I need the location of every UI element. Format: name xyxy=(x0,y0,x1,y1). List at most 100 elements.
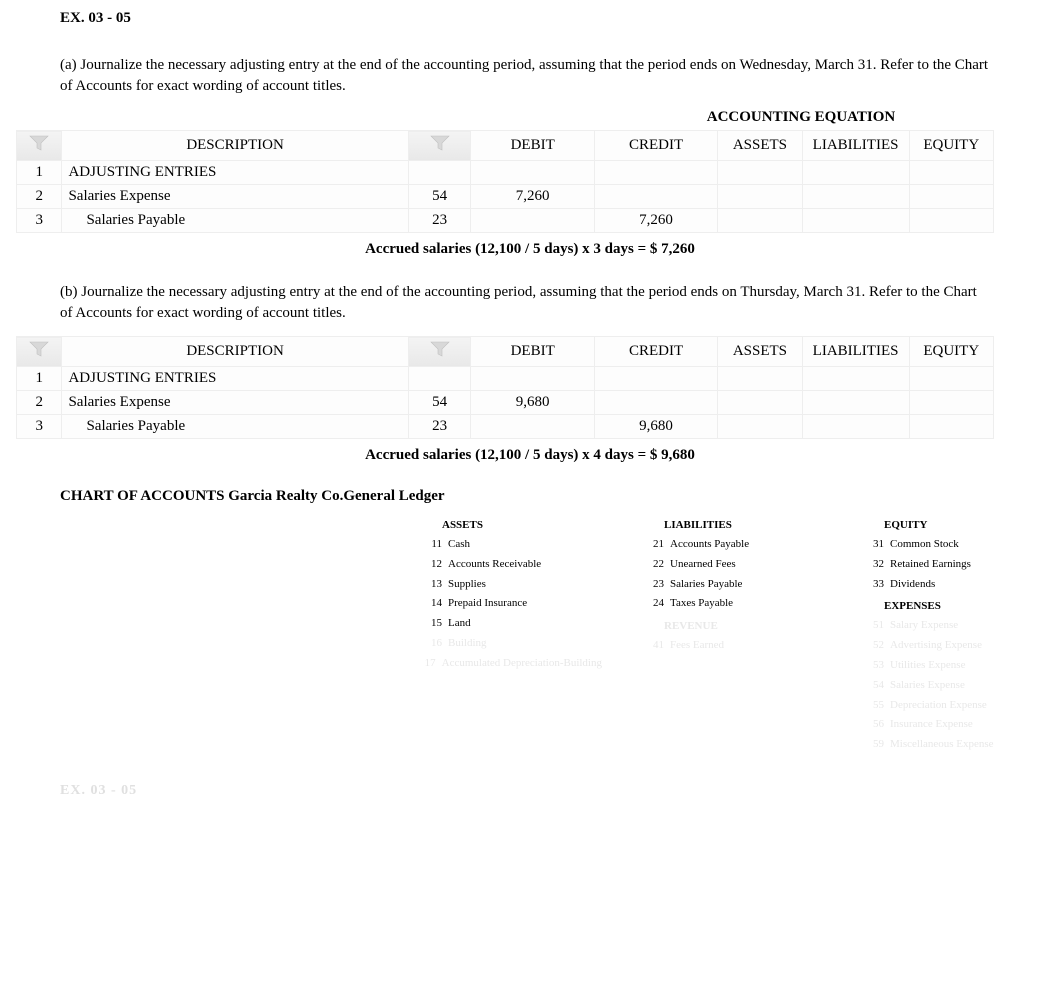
account-number: 54 xyxy=(862,676,884,696)
account-name: Insurance Expense xyxy=(890,715,973,735)
chart-account-row: 56 Insurance Expense xyxy=(862,715,1042,735)
account-number: 24 xyxy=(642,594,664,614)
exercise-title: EX. 03 - 05 xyxy=(60,10,1042,27)
account-name: Cash xyxy=(448,535,470,555)
account-number: 31 xyxy=(862,535,884,555)
chart-account-row: 52Advertising Expense xyxy=(862,636,1042,656)
post-ref-cell: 54 xyxy=(408,185,471,209)
assets-cell xyxy=(718,185,802,209)
table-row: 1ADJUSTING ENTRIES xyxy=(17,161,994,185)
credit-header: CREDIT xyxy=(594,131,717,161)
journal-b-body: 1ADJUSTING ENTRIES2Salaries Expense549,6… xyxy=(17,367,994,439)
account-number: 16 xyxy=(420,634,442,654)
account-number: 13 xyxy=(420,575,442,595)
account-number: 14 xyxy=(420,594,442,614)
credit-header: CREDIT xyxy=(594,337,717,367)
credit-cell xyxy=(594,367,717,391)
row-number: 2 xyxy=(17,185,62,209)
chart-of-accounts-title: CHART OF ACCOUNTS Garcia Realty Co.Gener… xyxy=(60,488,1042,505)
filter-icon xyxy=(28,134,50,152)
account-name: Retained Earnings xyxy=(890,555,971,575)
chart-account-row: 11 Cash xyxy=(420,535,602,555)
account-number: 11 xyxy=(420,535,442,555)
post-ref-cell: 23 xyxy=(408,415,471,439)
chart-account-row: 12 Accounts Receivable xyxy=(420,555,602,575)
chart-equity-col: EQUITY 31Common Stock32Retained Earnings… xyxy=(862,513,1042,755)
account-name: Fees Earned xyxy=(670,636,724,656)
row-number: 1 xyxy=(17,161,62,185)
row-number: 3 xyxy=(17,209,62,233)
account-name: Taxes Payable xyxy=(670,594,733,614)
chart-account-row: 16 Building xyxy=(420,634,602,654)
assets-header: ASSETS xyxy=(718,131,802,161)
chart-account-row: 53Utilities Expense xyxy=(862,656,1042,676)
filter-icon xyxy=(429,134,451,152)
equity-cell xyxy=(909,161,993,185)
account-name: Accumulated Depreciation-Building xyxy=(442,654,602,674)
journal-table-b: DESCRIPTION DEBIT CREDIT ASSETS LIABILIT… xyxy=(16,336,994,439)
table-row: 2Salaries Expense549,680 xyxy=(17,391,994,415)
part-b-instruction: (b) Journalize the necessary adjusting e… xyxy=(60,282,990,324)
liabilities-header: LIABILITIES xyxy=(802,131,909,161)
equity-cell xyxy=(909,185,993,209)
assets-cell xyxy=(718,415,802,439)
liabilities-header: LIABILITIES xyxy=(802,337,909,367)
credit-cell xyxy=(594,161,717,185)
assets-cell xyxy=(718,391,802,415)
liabilities-cell xyxy=(802,391,909,415)
account-number: 32 xyxy=(862,555,884,575)
credit-cell: 7,260 xyxy=(594,209,717,233)
chart-account-row: 15Land xyxy=(420,614,602,634)
chart-account-row: 21Accounts Payable xyxy=(642,535,822,555)
liabilities-cell xyxy=(802,185,909,209)
description-cell: Salaries Payable xyxy=(62,209,408,233)
post-ref-cell: 23 xyxy=(408,209,471,233)
account-name: Depreciation Expense xyxy=(890,696,987,716)
chart-assets-col: ASSETS 11 Cash 12 Accounts Receivable13Supp… xyxy=(420,513,602,755)
table-row: 2Salaries Expense547,260 xyxy=(17,185,994,209)
account-number: 22 xyxy=(642,555,664,575)
description-cell: Salaries Payable xyxy=(62,415,408,439)
account-name: Unearned Fees xyxy=(670,555,736,575)
liabilities-cell xyxy=(802,367,909,391)
filter-icon xyxy=(28,340,50,358)
description-header: DESCRIPTION xyxy=(62,337,408,367)
row-number: 1 xyxy=(17,367,62,391)
equity-cell xyxy=(909,415,993,439)
account-name: Salaries Payable xyxy=(670,575,742,595)
chart-account-row: 59Miscellaneous Expense xyxy=(862,735,1042,755)
debit-cell xyxy=(471,209,594,233)
account-name: Salary Expense xyxy=(890,616,958,636)
chart-account-row: 17 Accumulated Depreciation-Building xyxy=(420,654,602,674)
chart-account-row: 54Salaries Expense xyxy=(862,676,1042,696)
account-name: Accounts Receivable xyxy=(448,555,541,575)
account-name: Prepaid Insurance xyxy=(448,594,527,614)
liabilities-cell xyxy=(802,161,909,185)
account-name: Common Stock xyxy=(890,535,959,555)
account-name: Utilities Expense xyxy=(890,656,965,676)
account-number: 56 xyxy=(862,715,884,735)
assets-cell xyxy=(718,367,802,391)
chart-of-accounts: ASSETS 11 Cash 12 Accounts Receivable13Supp… xyxy=(420,513,1042,755)
equity-header: EQUITY xyxy=(909,131,993,161)
chart-account-row: 14 Prepaid Insurance xyxy=(420,594,602,614)
filter-icon xyxy=(429,340,451,358)
account-name: Building xyxy=(448,634,487,654)
assets-label: ASSETS xyxy=(442,519,602,531)
page-tag: EX. 03 - 05 xyxy=(60,783,1042,799)
row-number-header xyxy=(17,337,62,367)
debit-cell: 7,260 xyxy=(471,185,594,209)
chart-account-row: 13Supplies xyxy=(420,575,602,595)
account-number: 12 xyxy=(420,555,442,575)
liabilities-cell xyxy=(802,209,909,233)
chart-account-row: 24 Taxes Payable xyxy=(642,594,822,614)
liabilities-label: LIABILITIES xyxy=(664,519,822,531)
debit-cell: 9,680 xyxy=(471,391,594,415)
account-number: 17 xyxy=(420,654,436,674)
account-number: 51 xyxy=(862,616,884,636)
chart-account-row: 33Dividends xyxy=(862,575,1042,595)
debit-cell xyxy=(471,161,594,185)
post-ref-header xyxy=(408,337,471,367)
account-number: 52 xyxy=(862,636,884,656)
description-cell: ADJUSTING ENTRIES xyxy=(62,161,408,185)
